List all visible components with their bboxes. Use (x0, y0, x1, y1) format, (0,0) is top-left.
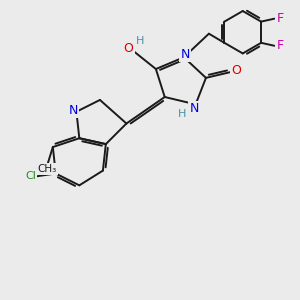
Text: N: N (181, 48, 190, 61)
Text: N: N (190, 102, 199, 115)
Text: F: F (277, 39, 284, 52)
Text: N: N (69, 104, 78, 117)
Text: CH₃: CH₃ (37, 164, 57, 174)
Text: H: H (178, 109, 187, 119)
Text: Cl: Cl (25, 172, 36, 182)
Text: F: F (277, 12, 284, 25)
Text: H: H (136, 36, 145, 46)
Text: O: O (231, 64, 241, 77)
Text: O: O (124, 42, 134, 55)
